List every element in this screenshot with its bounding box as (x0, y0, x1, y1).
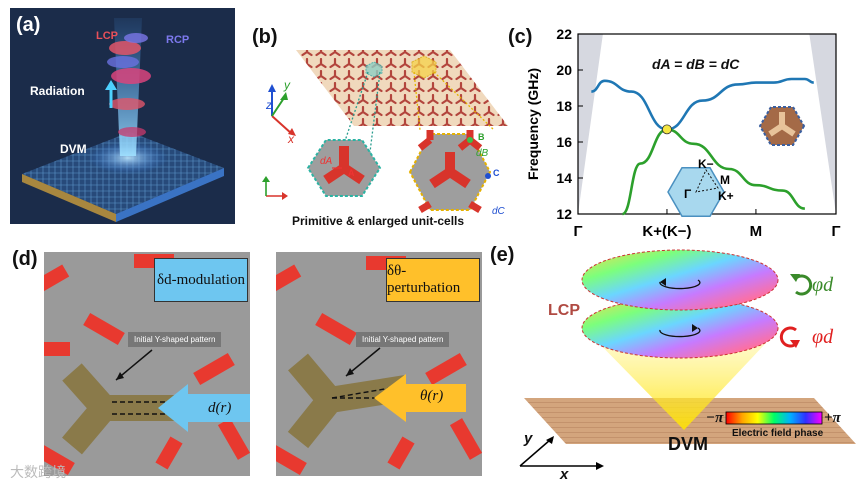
watermark: 大数跨境 (10, 464, 66, 480)
y-tick-label: 22 (556, 26, 572, 42)
x-tick-label: Γ (573, 223, 582, 240)
phi-bottom-label: φd (812, 326, 834, 348)
panel-b-caption: Primitive & enlarged unit-cells (292, 214, 465, 228)
light-cone-right (809, 34, 836, 214)
minus-pi-label: −π (706, 410, 724, 426)
dvm-label-e: DVM (668, 434, 708, 454)
k-plus-label: K+ (718, 189, 734, 203)
panel-b-label: (b) (252, 26, 278, 48)
d-arrow (158, 384, 250, 432)
site-a-label: A (348, 168, 355, 178)
site-c-label: C (493, 168, 500, 178)
lcp-label: LCP (96, 30, 118, 42)
lower-band-line (621, 128, 806, 216)
y-axis-label: Frequency (GHz) (525, 68, 541, 180)
unit-cell-y (768, 112, 796, 137)
plus-pi-label: +π (824, 410, 841, 426)
phi-top-label: φd (812, 274, 834, 296)
y-tick-label: 12 (556, 206, 572, 222)
panel-b: (b) z x y dA A dB B dC C Primitive & enl… (244, 10, 518, 230)
panel-b-illustration (262, 50, 508, 214)
radiation-label: Radiation (30, 84, 85, 98)
y-tick-label: 16 (556, 134, 572, 150)
theta-arrow (374, 374, 466, 422)
bz-path (695, 168, 719, 193)
equation-label: dA = dB = dC (652, 56, 740, 72)
y-tick-label: 14 (556, 170, 572, 186)
metasurface-sheet (296, 50, 508, 126)
panel-a-illustration (10, 8, 235, 224)
rcp-label: RCP (166, 34, 190, 46)
axis-z-label: z (266, 98, 272, 112)
axis-x-label: x (288, 132, 294, 146)
upper-band-line (591, 77, 814, 131)
left-initial-pattern-note: Initial Y-shaped pattern (128, 332, 222, 347)
theta-perturbation-title: δθ-perturbation (386, 258, 480, 302)
theta-arrow-label: θ(r) (420, 388, 444, 404)
k-minus-label: K− (698, 157, 714, 171)
phase-label: Electric field phase (732, 428, 824, 439)
d-b-label: dB (476, 148, 489, 159)
gamma-label: Γ (684, 187, 692, 201)
panel-a: (a) LCP RCP Radiation DVM (10, 8, 235, 224)
top-phase-disc (581, 249, 779, 311)
panel-e: (e) LCP φd φd −π +π Electric field phase… (484, 240, 860, 484)
phase-colorbar (725, 411, 823, 425)
d-a-label: dA (320, 156, 333, 167)
rotate-cw-icon (790, 340, 800, 348)
m-label: M (720, 173, 730, 187)
d-c-label: dC (492, 206, 505, 217)
y-tick-label: 20 (556, 62, 572, 78)
rotate-ccw-icon (790, 274, 800, 282)
d-arrow-label: d(r) (208, 400, 232, 416)
dvm-label: DVM (60, 142, 87, 156)
x-tick-label: K+(K−) (642, 223, 691, 240)
y-tick-label: 18 (556, 98, 572, 114)
axis-y-label: y (284, 78, 290, 92)
lcp-label-e: LCP (548, 302, 580, 319)
axis-x-label-e: x (560, 466, 569, 483)
light-cone-left (578, 34, 603, 214)
panel-c-label: (c) (508, 26, 533, 48)
right-initial-pattern-note: Initial Y-shaped pattern (356, 332, 450, 347)
x-tick-label: M (750, 223, 763, 240)
panel-d: (d) δd-modulation Initial Y-shaped patte… (4, 244, 482, 480)
d-modulation-panel: δd-modulation Initial Y-shaped pattern d… (44, 252, 250, 476)
panel-e-label: (e) (490, 244, 515, 266)
radiation-arrow-icon (105, 80, 117, 90)
theta-perturbation-panel: δθ-perturbation Initial Y-shaped pattern… (276, 252, 482, 476)
site-b-label: B (478, 132, 485, 142)
dirac-point (662, 124, 672, 135)
panel-c: 12 14 16 18 20 22 Γ K+(K−) M Γ Frequency (GHz) K− M K… (508, 10, 860, 244)
panel-a-label: (a) (16, 14, 41, 36)
axis-y-label-e: y (524, 430, 533, 447)
panel-e-illustration (519, 249, 856, 470)
panel-d-label: (d) (12, 248, 38, 270)
d-modulation-title: δd-modulation (154, 258, 248, 302)
x-tick-label: Γ (831, 223, 840, 240)
